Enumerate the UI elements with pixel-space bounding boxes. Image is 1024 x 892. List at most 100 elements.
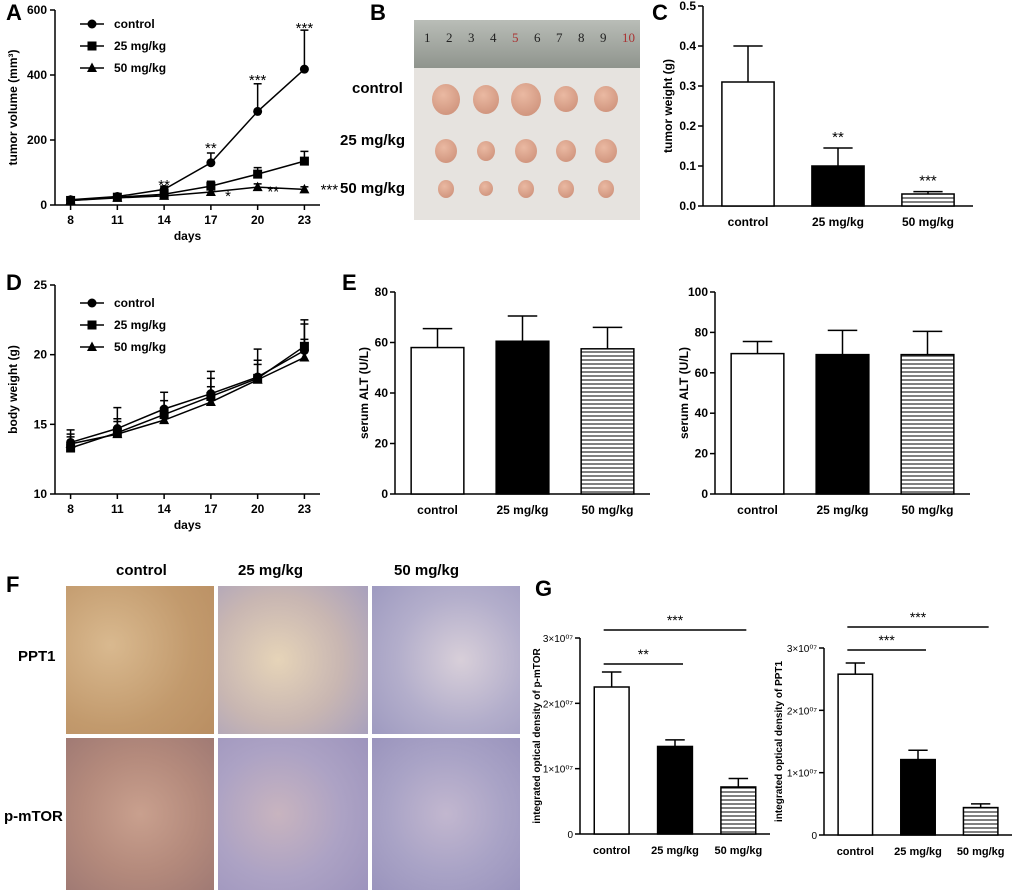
significance-label: **	[205, 140, 217, 157]
ruler-number: 10	[622, 30, 635, 45]
y-axis-label: serum ALT (U/L)	[677, 347, 691, 439]
tumor-specimen	[518, 180, 534, 198]
legend-label: control	[114, 296, 155, 310]
x-tick-label: 25 mg/kg	[496, 503, 548, 517]
bar	[811, 165, 865, 207]
y-tick-label: 0.0	[679, 199, 696, 213]
photo-b-row-control: control	[352, 80, 403, 97]
y-tick-label: 2×10⁰⁷	[543, 699, 574, 710]
panel-letter-a: A	[6, 0, 22, 25]
photo-b-row-50: 50 mg/kg	[340, 180, 406, 197]
data-point	[65, 194, 76, 205]
series-2	[65, 338, 310, 448]
ruler-number: 4	[490, 30, 497, 45]
significance-label: **	[158, 177, 170, 194]
y-tick-label: 3×10⁰⁷	[787, 644, 818, 655]
y-tick-label: 1×10⁰⁷	[543, 765, 574, 776]
data-point	[66, 443, 76, 453]
data-point	[112, 192, 123, 202]
data-point	[159, 190, 170, 200]
significance-label: **	[267, 183, 279, 200]
series-0	[66, 29, 309, 205]
series-line	[70, 186, 305, 202]
y-tick-label: 100	[688, 285, 708, 299]
y-axis-label: serum ALT (U/L)	[357, 347, 371, 439]
x-tick-label: 23	[298, 502, 312, 516]
data-point	[65, 438, 76, 448]
significance-label: ***	[667, 612, 684, 628]
x-tick-label: 50 mg/kg	[902, 215, 954, 229]
series-line	[70, 356, 305, 445]
y-tick-label: 0.5	[679, 0, 696, 13]
x-tick-label: 50 mg/kg	[714, 845, 762, 857]
panel-letter-c: C	[652, 0, 668, 25]
x-tick-label: 25 mg/kg	[651, 845, 699, 857]
x-tick-label: 25 mg/kg	[894, 846, 942, 858]
y-tick-label: 0	[701, 487, 708, 501]
tumor-specimen	[432, 84, 460, 115]
x-tick-label: 20	[251, 213, 265, 227]
iod-pmtor-chart: 0 1×10⁰⁷ 2×10⁰⁷ 3×10⁰⁷ control 25 mg/kg 50 mg/…	[532, 612, 770, 857]
tumor-weight-chart: 0.0 0.1 0.2 0.3 0.4 0.5 control 25 mg/kg ** 50 mg…	[661, 0, 973, 229]
tumor-specimen	[558, 180, 574, 198]
panel-letter-e: E	[342, 270, 357, 295]
x-tick-label: 23	[298, 213, 312, 227]
x-tick-label: 8	[67, 502, 74, 516]
data-point	[159, 414, 170, 425]
y-tick-label: 0	[381, 487, 388, 501]
data-point	[252, 181, 263, 192]
legend-label: 50 mg/kg	[114, 340, 166, 354]
legend-label: control	[114, 17, 155, 31]
tumor-photo: 1 2 3 4 5 6 7 8 9 10	[414, 20, 640, 220]
significance-label: **	[832, 129, 844, 146]
photo-f-row-ppt1: PPT1	[18, 648, 56, 665]
y-tick-label: 0	[40, 198, 47, 212]
data-point	[206, 158, 216, 168]
y-tick-label: 40	[375, 386, 389, 400]
bar	[837, 673, 874, 836]
body-weight-chart: 10 15 20 25 8 11 14 17 20 23 days body weight (g) co…	[6, 278, 320, 532]
y-tick-label: 20	[375, 437, 389, 451]
bar	[815, 353, 870, 495]
series-line	[70, 68, 305, 201]
panel-letter-b: B	[370, 0, 386, 25]
y-axis-label: body weight (g)	[6, 345, 20, 434]
x-axis-label: days	[174, 229, 202, 243]
y-tick-label: 0.1	[679, 159, 696, 173]
y-tick-label: 200	[27, 133, 47, 147]
significance-label: **	[638, 646, 649, 662]
data-point	[112, 428, 123, 439]
bar	[410, 346, 465, 495]
data-point	[205, 396, 216, 407]
legend-marker	[87, 41, 97, 51]
ruler-number: 7	[556, 30, 563, 45]
tumor-specimen	[554, 86, 578, 113]
tumor-specimen	[515, 139, 537, 164]
x-tick-label: 14	[157, 502, 171, 516]
y-tick-label: 0.4	[679, 39, 696, 53]
y-axis-label: tumor weight (g)	[661, 59, 675, 153]
ruler-number: 1	[424, 30, 431, 45]
y-tick-label: 80	[695, 325, 709, 339]
y-axis-label: integrated optical density of PPT1	[774, 660, 785, 822]
y-tick-label: 80	[375, 285, 389, 299]
data-point	[205, 186, 216, 196]
serum-alt-chart-1: 0 20 40 60 80 control 25 mg/kg 50 mg/kg serum AL…	[357, 285, 650, 517]
y-tick-label: 20	[695, 447, 709, 461]
legend-marker	[87, 341, 97, 351]
ruler: 1 2 3 4 5 6 7 8 9 10	[414, 20, 640, 68]
y-tick-label: 40	[695, 406, 709, 420]
legend-label: 25 mg/kg	[114, 318, 166, 332]
x-tick-label: 17	[204, 213, 218, 227]
significance-label: *	[225, 188, 231, 205]
tumor-specimen	[594, 86, 618, 113]
ihc-pmtor-control	[66, 738, 214, 890]
x-tick-label: control	[593, 845, 630, 857]
data-point	[299, 351, 310, 362]
bar	[900, 353, 955, 495]
legend-marker	[87, 19, 97, 29]
x-tick-label: 11	[111, 213, 124, 227]
data-point	[253, 169, 263, 179]
x-tick-label: control	[417, 503, 458, 517]
bar	[656, 745, 694, 835]
